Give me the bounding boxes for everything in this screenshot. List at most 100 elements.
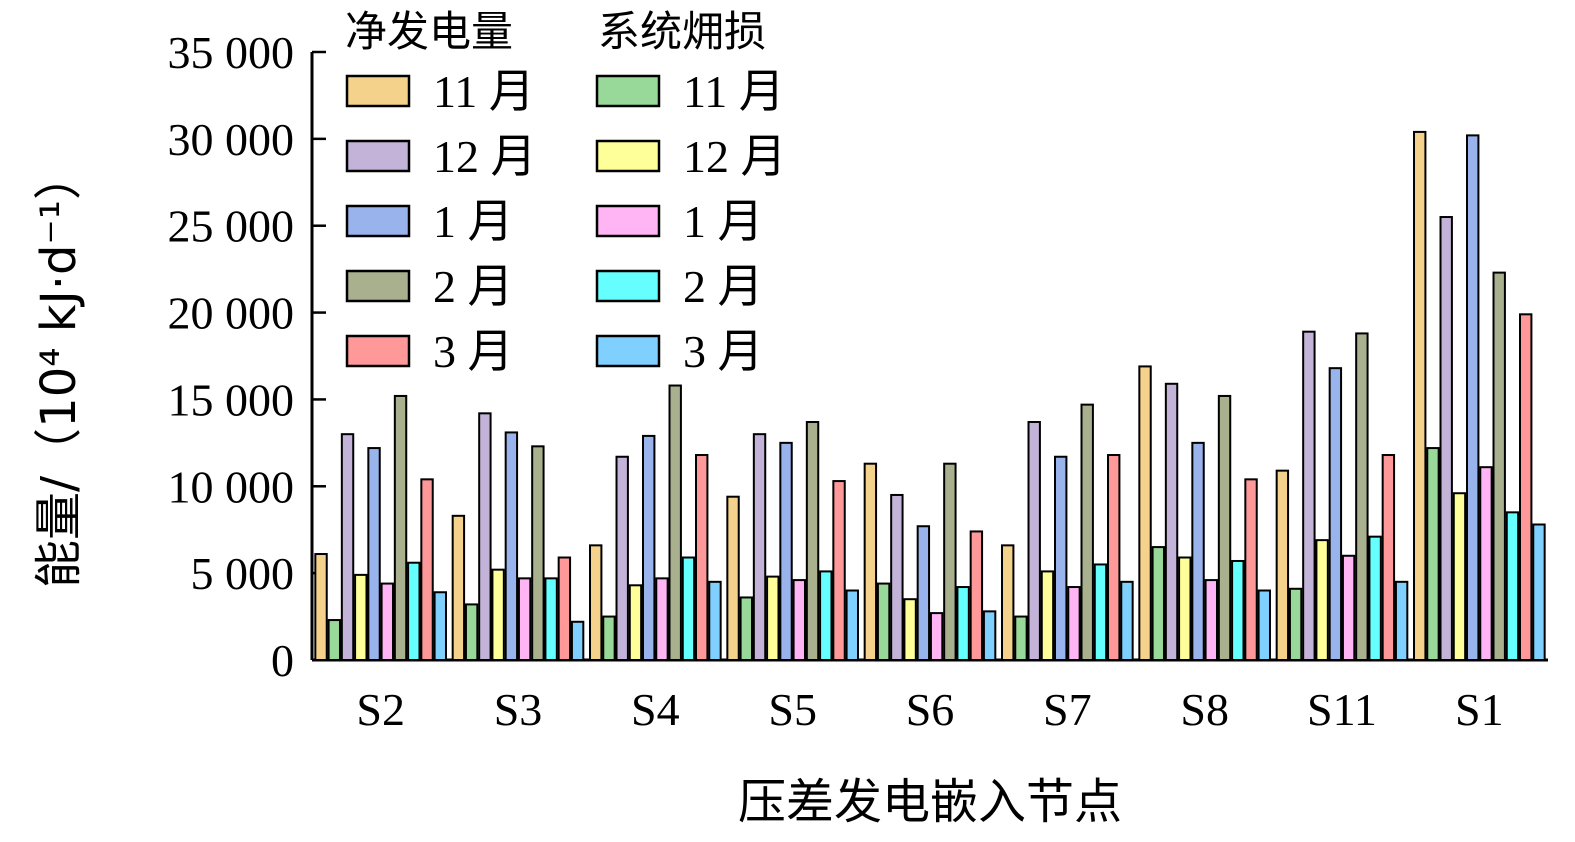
bar — [969, 530, 984, 662]
bar — [982, 610, 997, 661]
bar — [1001, 544, 1015, 661]
bar — [1466, 134, 1480, 661]
bar — [739, 596, 753, 662]
bar — [1257, 589, 1271, 662]
bar — [1479, 466, 1493, 661]
bars — [314, 130, 1546, 662]
x-tick-label: S3 — [494, 684, 543, 735]
bar — [544, 577, 558, 661]
bar — [655, 577, 669, 661]
bar — [1027, 421, 1041, 662]
bar — [876, 582, 891, 662]
bar — [1315, 539, 1329, 662]
x-tick-label: S11 — [1307, 684, 1377, 735]
bar — [1231, 559, 1245, 661]
legend-label: 11 月 — [683, 64, 785, 118]
bar — [451, 514, 466, 661]
legend-label: 3 月 — [433, 324, 514, 378]
bar — [557, 556, 572, 662]
bar — [478, 412, 492, 661]
bar — [504, 431, 519, 661]
legend-label: 1 月 — [683, 194, 764, 248]
bar — [845, 589, 859, 662]
x-tick-label: S7 — [1043, 684, 1092, 735]
bar — [602, 615, 616, 662]
bar — [615, 455, 629, 661]
legend-swatch — [595, 74, 661, 108]
bar — [792, 579, 806, 662]
bar — [340, 433, 355, 662]
legend-swatch — [595, 269, 661, 303]
bar — [1067, 586, 1081, 661]
bar — [779, 441, 793, 661]
bar — [916, 525, 931, 661]
y-tick-label: 0 — [271, 635, 294, 686]
bar — [1355, 332, 1369, 661]
bar — [1138, 365, 1152, 661]
bar — [832, 480, 846, 661]
bar — [531, 445, 545, 661]
bar — [327, 619, 341, 661]
y-tick-label: 10 000 — [168, 461, 295, 512]
bar — [433, 591, 447, 661]
bar — [956, 586, 970, 661]
bar — [1093, 563, 1108, 662]
x-axis-title: 压差发电嵌入节点 — [738, 774, 1122, 830]
x-tick-label: S4 — [631, 684, 680, 735]
axes: 0 5 000 10 000 15 000 20 000 25 000 30 000 35 0… — [168, 27, 1548, 735]
bar — [1164, 382, 1179, 661]
bar — [819, 570, 833, 661]
bar — [1381, 454, 1396, 661]
y-tick-label: 30 000 — [168, 114, 295, 165]
legend-label: 11 月 — [433, 64, 535, 118]
y-tick-label: 15 000 — [168, 374, 295, 425]
legend-label: 1 月 — [433, 194, 514, 248]
bar — [1439, 216, 1453, 661]
bar — [367, 447, 381, 661]
y-tick-label: 20 000 — [168, 288, 295, 339]
bar — [805, 421, 820, 662]
x-tick-label: S5 — [768, 684, 817, 735]
y-tick-label: 5 000 — [191, 548, 295, 599]
bar — [1275, 469, 1290, 661]
bar — [407, 561, 421, 661]
bar — [589, 544, 603, 661]
bar — [708, 580, 722, 662]
bar — [1080, 403, 1094, 662]
bar — [929, 612, 944, 661]
x-tick-label: S1 — [1455, 684, 1504, 735]
y-tick-label: 35 000 — [168, 27, 295, 78]
legend-swatch — [595, 139, 661, 173]
bar — [570, 620, 585, 662]
y-tick-label: 25 000 — [168, 201, 295, 252]
bar — [393, 394, 408, 661]
x-tick-label: S6 — [906, 684, 955, 735]
legend: 净发电量 系统㶲损 11 月 11 月 12 月 12 月 1 月 1 月 2 月 2 月 3 月 3… — [345, 7, 787, 378]
bar — [1302, 330, 1316, 661]
legend-swatch — [595, 204, 661, 238]
bar — [695, 454, 709, 661]
legend-swatch — [345, 204, 411, 238]
bar — [1492, 271, 1506, 661]
bar — [1452, 492, 1467, 662]
bar — [681, 556, 696, 662]
legend-swatch — [345, 139, 411, 173]
bar — [354, 573, 368, 662]
bar — [380, 582, 394, 662]
legend-swatch — [345, 334, 411, 368]
bar — [726, 495, 740, 661]
bar — [752, 433, 767, 662]
bar — [1288, 587, 1303, 662]
bar — [314, 553, 328, 662]
bar — [943, 462, 957, 662]
bar — [491, 568, 505, 661]
bar — [642, 434, 656, 661]
legend-swatch — [345, 74, 411, 108]
legend-label: 12 月 — [433, 129, 537, 183]
bar — [1519, 313, 1533, 661]
bar — [1505, 511, 1520, 662]
bar — [420, 478, 434, 661]
bar — [1107, 454, 1121, 661]
legend-label: 2 月 — [683, 259, 764, 313]
